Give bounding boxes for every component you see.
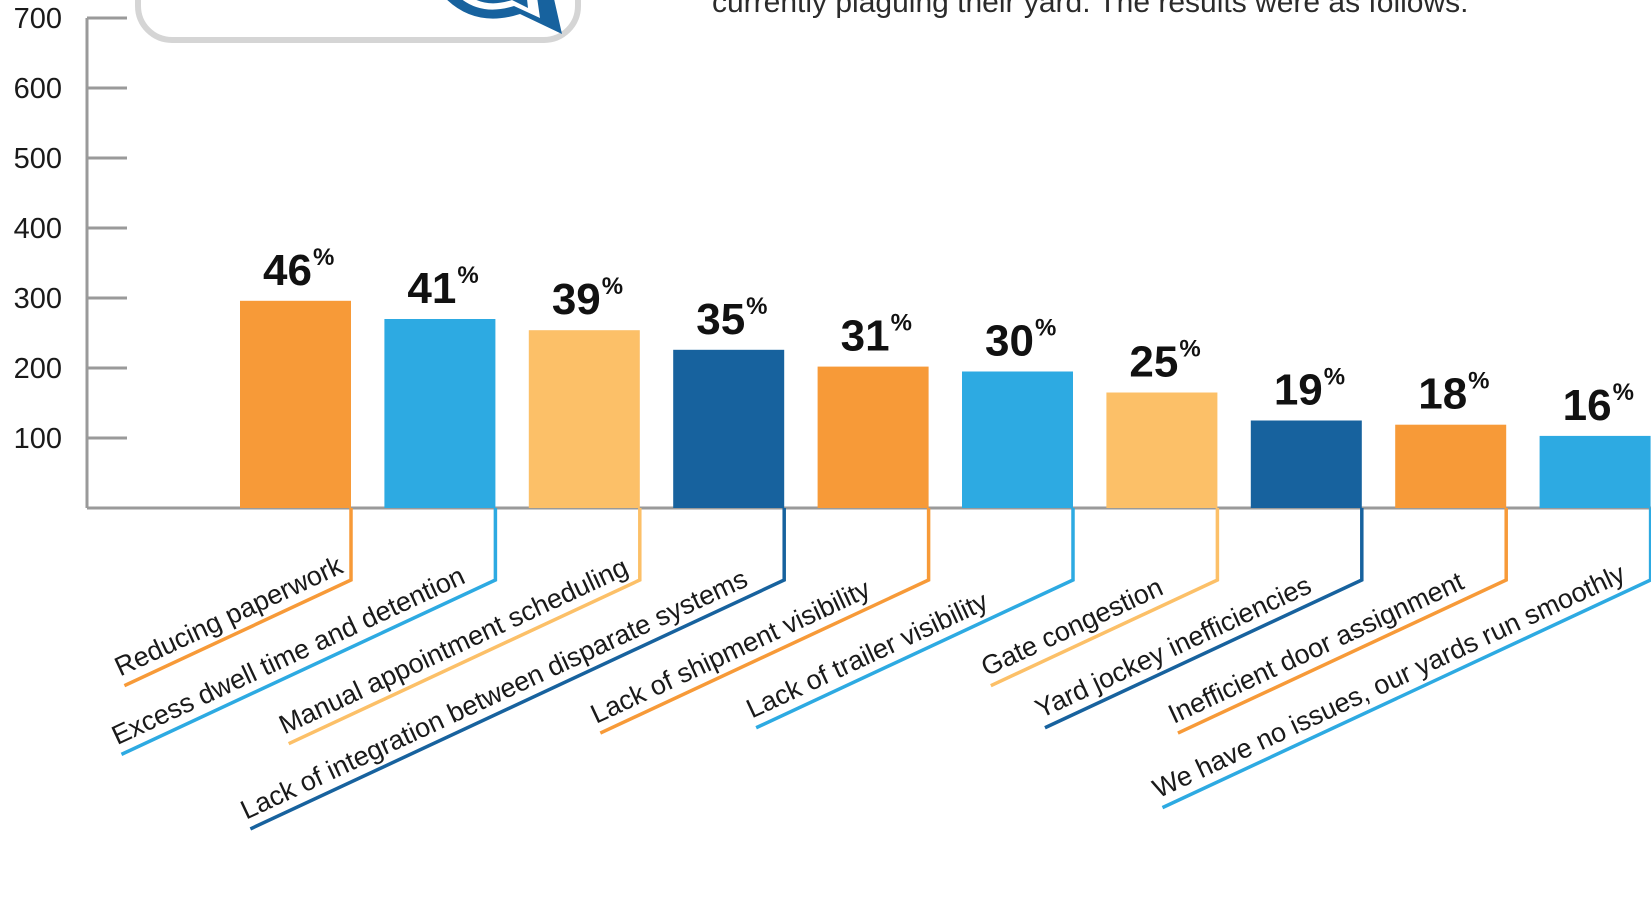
category-leader-line: [249, 508, 786, 831]
y-tick-label: 500: [14, 143, 62, 175]
data-label: 18: [1418, 370, 1467, 419]
bar: [962, 371, 1073, 508]
category-leader-line: [123, 508, 353, 688]
data-label-percent: %: [891, 310, 912, 337]
bar: [1539, 435, 1651, 508]
bar: [528, 330, 640, 508]
data-label-percent: %: [1468, 368, 1489, 395]
bar: [1395, 424, 1507, 508]
y-tick-label: 400: [14, 213, 62, 245]
data-label-percent: %: [746, 293, 767, 320]
bar: [240, 300, 351, 508]
y-tick-label: 300: [14, 283, 62, 315]
category-leader-line: [287, 508, 642, 746]
data-label: 39: [552, 275, 601, 324]
data-label-percent: %: [1035, 315, 1056, 342]
data-label-percent: %: [1324, 364, 1345, 391]
data-label: 19: [1274, 366, 1323, 415]
category-label: Lack of trailer visibility: [742, 586, 993, 724]
speech-bubble-icon: [135, 0, 581, 43]
bar: [384, 319, 496, 508]
category-leader-line: [755, 508, 1075, 730]
bar: [673, 349, 785, 508]
y-tick-label: 200: [14, 353, 62, 385]
category-leader-line: [120, 508, 498, 756]
bar: [1106, 392, 1218, 508]
data-label-percent: %: [313, 244, 334, 271]
data-label-percent: %: [1613, 379, 1634, 406]
bar: [817, 366, 929, 508]
category-leader-line: [990, 508, 1220, 688]
y-tick-label: 700: [14, 3, 62, 35]
data-label: 31: [841, 312, 890, 361]
data-label: 46: [263, 246, 312, 295]
data-label: 41: [407, 264, 456, 313]
data-label-percent: %: [457, 262, 478, 289]
data-label: 16: [1563, 381, 1612, 430]
category-leader-line: [1177, 508, 1508, 735]
category-leader-line: [599, 508, 931, 735]
data-label: 35: [696, 295, 745, 344]
intro-text: currently plaguing their yard. The resul…: [712, 0, 1469, 19]
data-label: 30: [985, 317, 1034, 366]
category-label: Reducing paperwork: [110, 550, 348, 682]
category-leader-line: [1044, 508, 1364, 730]
data-label: 25: [1129, 338, 1178, 387]
y-tick-label: 600: [14, 73, 62, 105]
bar: [1250, 420, 1362, 508]
data-label-percent: %: [1179, 336, 1200, 363]
data-label-percent: %: [602, 273, 623, 300]
y-tick-label: 100: [14, 423, 62, 455]
